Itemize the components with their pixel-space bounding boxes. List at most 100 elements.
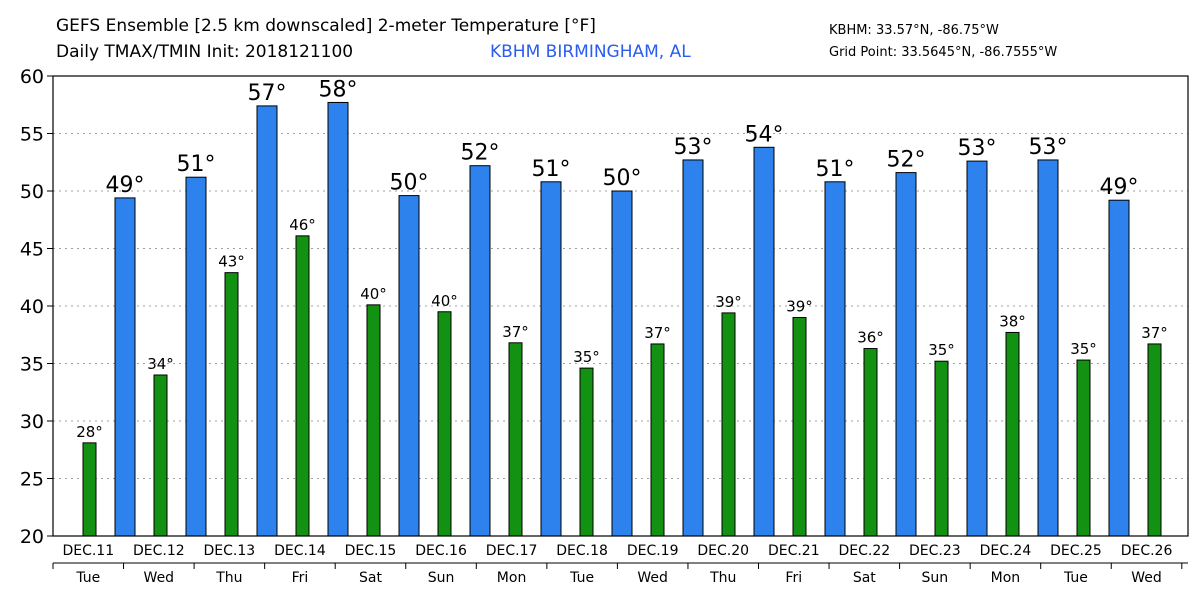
tmax-bar xyxy=(398,195,420,537)
weekday-label: Sun xyxy=(922,570,949,586)
date-label: DEC.11 xyxy=(62,543,114,559)
station-coordinates: KBHM: 33.57°N, -86.75°W xyxy=(829,23,999,38)
weekday-label: Thu xyxy=(215,570,242,586)
tmin-bar xyxy=(863,348,878,537)
date-label: DEC.20 xyxy=(697,543,749,559)
weekday-label: Wed xyxy=(144,570,175,586)
tmax-value-label: 53° xyxy=(1029,135,1068,160)
tmin-value-label: 39° xyxy=(786,298,813,316)
weekday-label: Tue xyxy=(75,570,100,586)
tmax-value-label: 49° xyxy=(1100,175,1139,200)
tmin-bar xyxy=(792,317,807,537)
tmin-value-label: 35° xyxy=(1070,340,1097,358)
bars xyxy=(82,101,1162,537)
tmin-bar xyxy=(650,343,665,537)
y-tick-label: 55 xyxy=(20,124,44,146)
tmax-value-label: 51° xyxy=(816,157,855,182)
tmin-value-label: 37° xyxy=(1141,324,1168,342)
date-label: DEC.23 xyxy=(909,543,961,559)
tmin-value-label: 36° xyxy=(857,329,884,347)
tmax-value-label: 52° xyxy=(461,141,500,166)
tmax-bar xyxy=(824,181,846,537)
tmin-value-label: 40° xyxy=(431,292,458,310)
weekday-label: Sat xyxy=(853,570,876,586)
tmax-bar xyxy=(611,190,633,537)
y-tick-label: 20 xyxy=(20,526,44,548)
tmax-value-label: 58° xyxy=(319,77,358,102)
weekday-label: Sat xyxy=(359,570,382,586)
tmax-bar xyxy=(469,165,491,537)
tmax-value-label: 50° xyxy=(603,166,642,191)
y-tick-label: 25 xyxy=(20,469,44,491)
date-label: DEC.14 xyxy=(274,543,326,559)
y-tick-label: 35 xyxy=(20,354,44,376)
tmin-bar xyxy=(295,235,310,537)
tmax-value-label: 51° xyxy=(177,152,216,177)
axes: 20 25 30 35 40 45 50 55 60 DEC.11 Tue DEC.12 Wed DEC.… xyxy=(20,66,1189,586)
tmax-bar xyxy=(1108,199,1130,537)
y-tick-label: 50 xyxy=(20,181,44,203)
tmin-bar xyxy=(153,374,168,537)
date-label: DEC.16 xyxy=(415,543,467,559)
weekday-label: Wed xyxy=(1131,570,1162,586)
tmax-bar xyxy=(682,159,704,537)
tmin-value-label: 40° xyxy=(360,285,387,303)
tmax-bar xyxy=(966,160,988,537)
date-label: DEC.21 xyxy=(768,543,820,559)
tmin-bar xyxy=(1005,331,1020,537)
weekday-label: Wed xyxy=(637,570,668,586)
weekday-label: Tue xyxy=(569,570,594,586)
tmin-value-label: 35° xyxy=(573,348,600,366)
weekday-label: Fri xyxy=(292,570,309,586)
tmin-bar xyxy=(508,342,523,537)
tmin-value-label: 35° xyxy=(928,341,955,359)
tmax-value-label: 54° xyxy=(745,122,784,147)
tmin-bar xyxy=(579,367,594,537)
tmax-bar xyxy=(185,176,207,537)
date-label: DEC.13 xyxy=(204,543,256,559)
date-label: DEC.12 xyxy=(133,543,185,559)
weekday-label: Fri xyxy=(785,570,802,586)
tmin-value-label: 37° xyxy=(502,323,529,341)
tmin-value-label: 34° xyxy=(147,355,174,373)
tmax-value-label: 57° xyxy=(248,81,287,106)
tmin-bar xyxy=(1076,359,1091,537)
y-tick-label: 30 xyxy=(20,411,44,433)
date-label: DEC.26 xyxy=(1121,543,1173,559)
tmin-value-label: 43° xyxy=(218,253,245,271)
grid-point-coordinates: Grid Point: 33.5645°N, -86.7555°W xyxy=(829,45,1058,60)
tmin-bar xyxy=(721,312,736,537)
bar-value-labels: 28° 49° 34° 51° 43° 57° 46° 58° 40° 50° 40° 52° 37° 5… xyxy=(76,77,1168,440)
date-label: DEC.15 xyxy=(345,543,397,559)
tmin-bar xyxy=(224,272,239,537)
tmax-bar xyxy=(895,172,917,537)
tmin-bar xyxy=(437,311,452,537)
date-label: DEC.24 xyxy=(980,543,1032,559)
tmax-value-label: 53° xyxy=(674,135,713,160)
chart-subtitle: Daily TMAX/TMIN Init: 2018121100 xyxy=(56,42,354,62)
y-tick-label: 40 xyxy=(20,296,44,318)
y-tick-label: 60 xyxy=(20,66,44,88)
tmin-value-label: 37° xyxy=(644,324,671,342)
date-label: DEC.17 xyxy=(486,543,538,559)
tmin-value-label: 46° xyxy=(289,216,316,234)
weekday-label: Thu xyxy=(709,570,736,586)
weekday-label: Mon xyxy=(497,570,527,586)
tmin-value-label: 39° xyxy=(715,293,742,311)
weekday-label: Mon xyxy=(991,570,1021,586)
tmax-value-label: 51° xyxy=(532,157,571,182)
date-label: DEC.19 xyxy=(627,543,679,559)
tmax-bar xyxy=(327,101,349,537)
date-label: DEC.22 xyxy=(838,543,890,559)
tmax-bar xyxy=(1037,159,1059,537)
tmin-bar xyxy=(1147,343,1162,537)
chart-title: GEFS Ensemble [2.5 km downscaled] 2-mete… xyxy=(56,16,596,36)
y-tick-label: 45 xyxy=(20,239,44,261)
date-label: DEC.18 xyxy=(556,543,608,559)
tmax-value-label: 52° xyxy=(887,148,926,173)
tmax-value-label: 49° xyxy=(106,173,145,198)
station-name: KBHM BIRMINGHAM, AL xyxy=(490,42,691,62)
date-label: DEC.25 xyxy=(1050,543,1102,559)
tmin-bar xyxy=(366,304,381,537)
